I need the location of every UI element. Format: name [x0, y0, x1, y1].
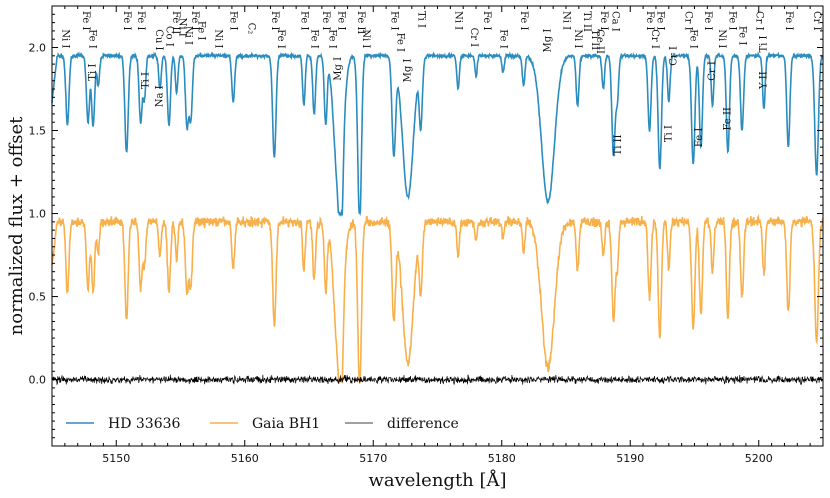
y-axis-title: normalized flux + offset: [6, 116, 27, 336]
line-annotation-label: C₂: [246, 23, 257, 35]
plot-series-group: [51, 51, 824, 386]
line-annotation-label: Cr I: [707, 61, 718, 81]
line-annotation-label: Fe I: [395, 33, 406, 52]
line-annotation-label: Fe I: [688, 29, 699, 48]
line-annotation-label: Ni I: [59, 29, 70, 48]
x-tick-label: 5170: [359, 452, 387, 465]
x-tick-label: 5190: [616, 452, 644, 465]
line-annotation-label: Fe I: [726, 11, 737, 30]
line-annotation-label: Fe I: [86, 29, 97, 48]
legend-label: Gaia BH1: [252, 416, 320, 432]
line-annotation-label: Ni I: [572, 29, 583, 48]
line-annotation-label: Cr I: [683, 11, 694, 31]
line-annotation-label: Ti I: [140, 72, 151, 89]
line-annotation-label: Fe I: [388, 11, 399, 30]
line-annotations: Ni IFe IFe ITi IFe I Fe ITi ICu INa ICo I…: [59, 11, 822, 155]
line-annotation-label: Ca I: [609, 11, 620, 32]
x-axis-title: wavelength [Å]: [368, 469, 506, 491]
line-annotation-label: Ni I: [716, 29, 727, 48]
line-annotation-label: Fe I: [702, 11, 713, 30]
line-annotation-label: Fe I: [694, 128, 705, 147]
legend-label: HD 33636: [108, 416, 181, 432]
line-annotation-label: Mg I: [543, 29, 554, 53]
axis-ticks: [51, 6, 824, 447]
x-tick-label: 5180: [488, 452, 516, 465]
line-annotation-label: Fe I: [320, 11, 331, 30]
line-annotation-label: Ti II: [581, 11, 592, 32]
line-annotation-label: Fe I: [80, 11, 91, 30]
line-annotation-label: Mg I: [333, 57, 344, 81]
line-annotation-label: Ni I: [212, 29, 223, 48]
line-annotation-label: Ti II: [589, 29, 600, 50]
line-annotation-label: Fe I: [269, 11, 280, 30]
line-annotation-label: Ti II: [613, 134, 624, 155]
line-annotation-label: Fe II: [722, 107, 733, 130]
series-difference-line: [51, 374, 824, 386]
line-annotation-label: Ti I: [663, 125, 674, 142]
line-annotation-label: Fe I: [518, 11, 529, 30]
y-tick-label: 0.5: [29, 291, 47, 304]
line-annotation-label: Ni I: [360, 29, 371, 48]
x-tick-label: 5150: [102, 452, 130, 465]
line-annotation-label: Ti I: [415, 11, 426, 28]
line-annotation-label: Ce II: [594, 29, 605, 54]
line-annotation-label: Co I: [163, 26, 174, 47]
line-annotation-label: Fe I: [189, 11, 200, 30]
line-annotation-label: Fe I: [598, 11, 609, 30]
line-annotation-label: Y II: [758, 71, 769, 90]
y-tick-label: 1.0: [29, 208, 47, 221]
y-tick-label: 0.0: [29, 374, 47, 387]
legend-label: difference: [387, 416, 459, 432]
line-annotation-label: Na I: [154, 85, 165, 107]
line-annotation-label: Fe I: [481, 11, 492, 30]
line-annotation-label: Mg I: [402, 59, 413, 83]
line-annotation-label: Ni I: [183, 26, 194, 45]
line-annotation-label: Fe I: [737, 26, 748, 45]
line-annotation-label: Ti I: [88, 64, 99, 81]
line-annotation-label: Fe I: [336, 11, 347, 30]
line-annotation-label: Ti I: [758, 35, 769, 52]
line-annotation-label: Cr I: [649, 29, 660, 49]
line-annotation-label: Fe I: [783, 11, 794, 30]
line-annotation-label: Ni I: [453, 11, 464, 30]
line-annotation-label: Fe II: [170, 11, 181, 34]
line-annotation-label: Fe I: [196, 21, 207, 40]
axis-tick-labels: 5150 5160 5170 5180 5190 5200 0.0 0.5 1.0 1.5 2.0: [29, 42, 773, 465]
line-annotation-label: Fe I: [654, 11, 665, 30]
x-tick-label: 5160: [231, 452, 259, 465]
line-annotation-label: Fe I: [121, 11, 132, 30]
line-annotation-label: Cr I: [668, 46, 679, 66]
series-hd-33636-line: [51, 51, 824, 218]
line-annotation-label: Fe I: [228, 11, 239, 30]
x-tick-label: 5200: [745, 452, 773, 465]
line-annotation-label: Ni I: [560, 11, 571, 30]
line-annotation-label: Cu I: [153, 29, 164, 50]
line-annotation-label: Cr I: [468, 28, 479, 48]
line-annotation-label: Fe I: [298, 11, 309, 30]
line-annotation-label: Cr I: [811, 11, 822, 31]
line-annotation-label: Fe I: [275, 29, 286, 48]
line-annotation-label: Fe I: [309, 29, 320, 48]
line-annotation-label: Fe II: [355, 11, 366, 34]
line-annotation-label: Fe I: [644, 11, 655, 30]
y-tick-label: 1.5: [29, 125, 47, 138]
line-annotation-label: Cr I: [753, 11, 764, 31]
line-annotation-label: Ni I: [176, 18, 187, 37]
line-annotation-label: Fe I: [135, 11, 146, 30]
line-annotation-label: Fe I: [498, 29, 509, 48]
legend: HD 33636 Gaia BH1 difference: [66, 416, 459, 432]
line-annotation-label: Fe I: [327, 29, 338, 48]
y-tick-label: 2.0: [29, 42, 47, 55]
series-gaia-bh1-line: [51, 214, 824, 385]
